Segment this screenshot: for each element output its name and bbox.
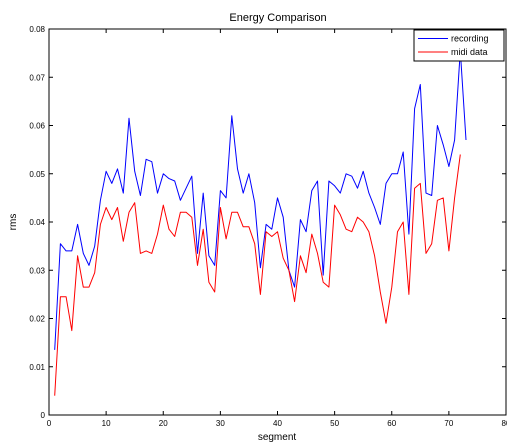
y-tick-label: 0.07	[29, 73, 45, 82]
x-tick-label: 30	[216, 419, 225, 428]
y-tick-label: 0.05	[29, 170, 45, 179]
legend-box	[413, 29, 505, 62]
x-tick-label: 0	[47, 419, 52, 428]
series-line-recording	[54, 50, 467, 350]
x-tick-label: 70	[444, 419, 453, 428]
x-tick-label: 40	[273, 419, 282, 428]
x-tick-label: 20	[159, 419, 168, 428]
plot-area-frame	[48, 28, 507, 416]
y-tick-label: 0.06	[29, 122, 45, 131]
y-tick-label: 0.02	[29, 315, 45, 324]
series-lines	[54, 50, 467, 396]
legend-label-recording: recording	[451, 34, 489, 44]
y-axis: 0 0.01 0.02 0.03 0.04 0.05 0.06 0.07 0.08	[29, 25, 506, 420]
x-tick-label: 60	[387, 419, 396, 428]
y-tick-label: 0	[41, 411, 46, 420]
x-axis: 0 10 20 30 40 50 60 70 80	[47, 29, 507, 428]
y-tick-label: 0.03	[29, 266, 45, 275]
chart-title: Energy Comparison	[229, 12, 326, 24]
y-tick-label: 0.04	[29, 218, 45, 227]
x-axis-label: segment	[258, 432, 297, 443]
y-tick-label: 0.01	[29, 363, 45, 372]
series-line-midi-data	[54, 154, 461, 396]
x-tick-label: 50	[330, 419, 339, 428]
x-tick-label: 10	[102, 419, 111, 428]
y-tick-label: 0.08	[29, 25, 45, 34]
x-tick-label: 80	[502, 419, 507, 428]
y-axis-label: rms	[8, 214, 19, 231]
legend-label-midi-data: midi data	[451, 47, 488, 57]
legend: recording midi data	[413, 29, 505, 62]
